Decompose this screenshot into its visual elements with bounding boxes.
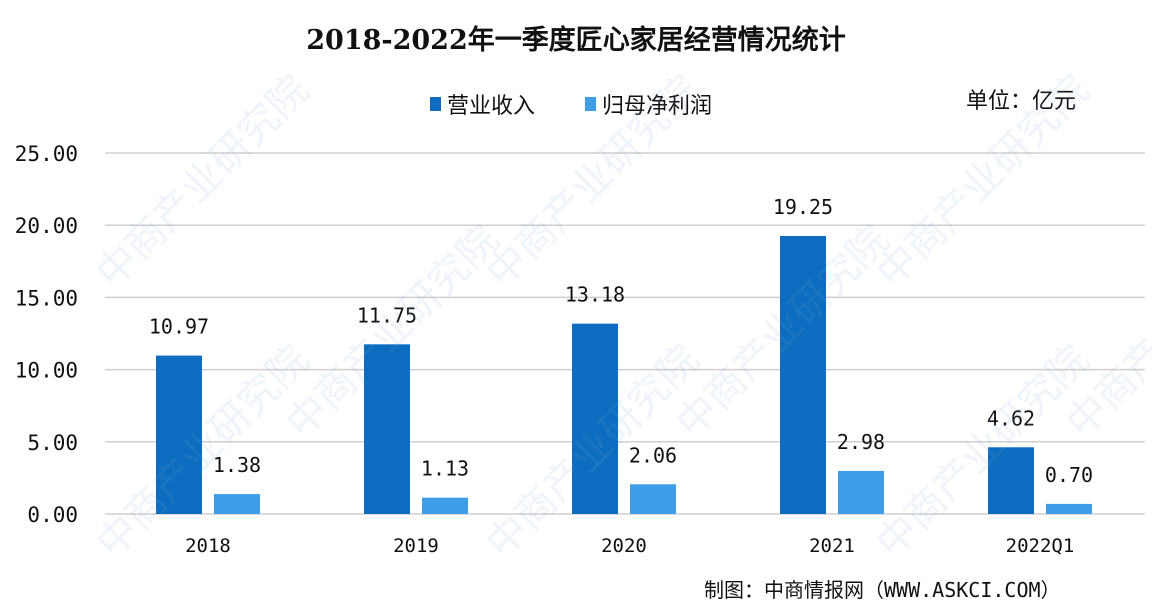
x-tick-label: 2020 [601, 535, 647, 557]
data-label: 13.18 [565, 283, 625, 307]
data-label: 1.13 [421, 457, 469, 481]
y-tick-label: 0.00 [27, 503, 78, 527]
data-label: 4.62 [987, 406, 1035, 430]
data-label: 19.25 [773, 195, 833, 219]
source-note: 制图：中商情报网（WWW.ASKCI.COM） [704, 578, 1061, 602]
legend-item-net-profit: 归母净利润 [585, 88, 712, 120]
x-tick-label: 2022Q1 [1006, 535, 1075, 557]
data-label: 2.06 [629, 443, 677, 467]
bar-revenue [364, 344, 410, 514]
y-tick-label: 10.00 [15, 359, 78, 383]
bar-revenue [156, 355, 202, 514]
y-tick-label: 15.00 [15, 286, 78, 310]
bar-revenue [988, 447, 1034, 514]
bar-net-profit [214, 494, 260, 514]
bar-revenue [572, 323, 618, 514]
data-label: 0.70 [1045, 463, 1093, 487]
x-tick-label: 2018 [185, 535, 231, 557]
bar-net-profit [422, 497, 468, 514]
y-tick-label: 20.00 [15, 214, 78, 238]
chart-title: 2018-2022年一季度匠心家居经营情况统计 [306, 25, 846, 56]
legend: 营业收入 归母净利润 [430, 88, 712, 120]
y-tick-label: 5.00 [27, 431, 78, 455]
x-tick-label: 2019 [393, 535, 439, 557]
bar-net-profit [630, 484, 676, 514]
unit-label: 单位：亿元 [966, 89, 1077, 114]
legend-label: 归母净利润 [602, 94, 713, 119]
legend-swatch [585, 97, 597, 111]
data-label: 11.75 [357, 303, 417, 327]
x-tick-label: 2021 [809, 535, 855, 557]
bar-net-profit [1046, 503, 1092, 514]
data-label: 10.97 [149, 315, 209, 339]
data-label: 1.38 [213, 453, 261, 477]
legend-label: 营业收入 [447, 94, 536, 119]
bar-net-profit [838, 470, 884, 514]
legend-item-revenue: 营业收入 [430, 88, 535, 120]
bar-revenue [780, 236, 826, 514]
legend-swatch [430, 97, 441, 111]
data-label: 2.98 [837, 430, 885, 454]
y-tick-label: 25.00 [15, 142, 78, 166]
